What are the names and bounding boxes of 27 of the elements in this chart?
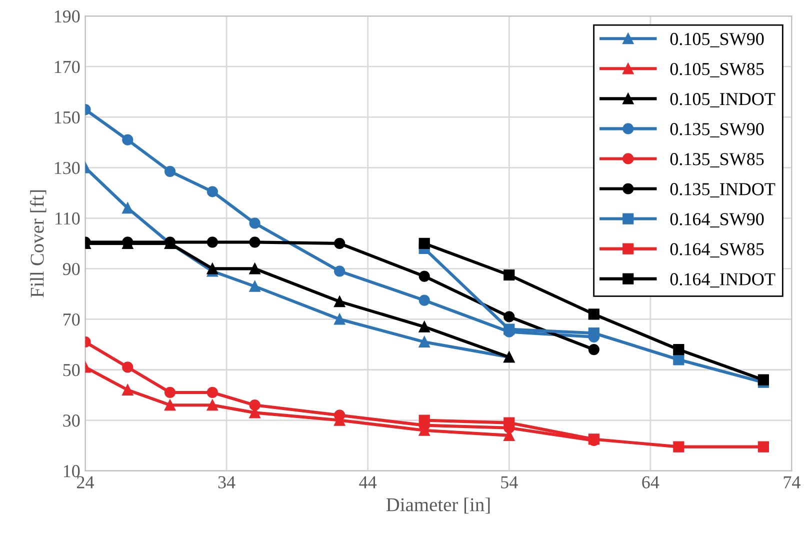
legend-label: 0.135_SW85 [670,153,764,168]
legend-label: 0.105_INDOT [670,92,776,108]
y-tick-label: 50 [63,364,80,376]
y-tick-label: 90 [62,262,80,276]
y-tick-label: 110 [56,212,80,225]
legend-label: 0.105_SW90 [670,32,764,48]
x-axis-title: Diameter [in] [386,498,490,514]
legend-label: 0.135_SW90 [670,123,764,138]
y-axis-title: Fill Cover [ft] [30,190,46,298]
x-tick-label: 54 [501,476,518,488]
x-tick-label: 34 [218,476,236,488]
x-tick-label: 64 [642,476,660,488]
y-tick-label: 30 [63,414,80,427]
legend-label: 0.164_INDOT [670,273,776,288]
legend-label: 0.164_SW85 [670,243,764,258]
legend-label: 0.164_SW90 [670,213,764,228]
y-tick-label: 70 [64,313,80,326]
x-tick-label: 44 [359,476,377,488]
legend-label: 0.135_INDOT [670,183,776,198]
x-tick-label: 24 [77,476,94,488]
y-tick-label: 130 [54,162,80,174]
y-tick-label: 10 [64,465,80,478]
legend-label: 0.105_SW85 [670,62,764,78]
y-tick-label: 170 [54,60,80,74]
x-tick-label: 74 [784,476,800,488]
y-tick-label: 150 [54,111,80,124]
y-tick-label: 190 [54,10,80,22]
